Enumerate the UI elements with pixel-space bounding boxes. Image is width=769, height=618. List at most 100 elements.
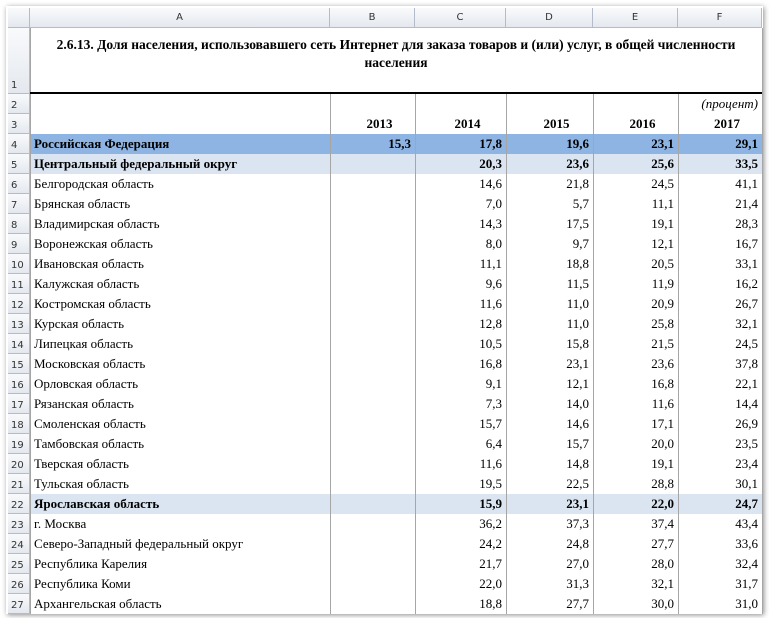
data-cell: 16,8: [651, 376, 674, 391]
data-cell: 23,5: [735, 436, 758, 451]
column-line: [593, 94, 594, 614]
row-header[interactable]: 13: [8, 314, 30, 334]
data-cell: 23,1: [566, 356, 589, 371]
row-header[interactable]: 1: [8, 28, 30, 94]
row-header[interactable]: 4: [8, 134, 30, 154]
row-header[interactable]: 8: [8, 214, 30, 234]
row-header[interactable]: 25: [8, 554, 30, 574]
data-cell: 14,4: [735, 396, 758, 411]
data-cell: 16,7: [735, 236, 758, 251]
data-cell: 22,1: [735, 376, 758, 391]
column-header[interactable]: A: [30, 8, 330, 28]
data-cell: 8,0: [485, 236, 502, 251]
row-header[interactable]: 21: [8, 474, 30, 494]
row-header[interactable]: 11: [8, 274, 30, 294]
data-cell: 22,5: [566, 476, 589, 491]
row-header[interactable]: 5: [8, 154, 30, 174]
data-cell: 14,0: [566, 396, 589, 411]
row-header[interactable]: 2: [8, 94, 30, 114]
row-header[interactable]: 18: [8, 414, 30, 434]
row-label: Российская Федерация: [34, 136, 170, 151]
row-header[interactable]: 15: [8, 354, 30, 374]
row-label: Калужская область: [34, 276, 140, 291]
row-highlight: [30, 134, 762, 154]
data-cell: 30,1: [735, 476, 758, 491]
data-cell: 24,8: [566, 536, 589, 551]
data-cell: 33,1: [735, 256, 758, 271]
row-header[interactable]: 24: [8, 534, 30, 554]
data-cell: 18,8: [479, 596, 502, 611]
unit-label: (процент): [701, 96, 758, 111]
data-cell: 36,2: [479, 516, 502, 531]
data-cell: 37,8: [735, 356, 758, 371]
row-header[interactable]: 26: [8, 574, 30, 594]
data-cell: 23,1: [566, 496, 589, 511]
row-highlight: [30, 154, 762, 174]
data-cell: 21,7: [479, 556, 502, 571]
row-header[interactable]: 3: [8, 114, 30, 134]
row-highlight: [30, 494, 762, 514]
row-header[interactable]: 7: [8, 194, 30, 214]
column-line: [330, 94, 331, 614]
column-header[interactable]: B: [330, 8, 415, 28]
data-cell: 15,9: [479, 496, 502, 511]
data-cell: 32,1: [651, 576, 674, 591]
data-cell: 14,8: [566, 456, 589, 471]
row-header[interactable]: 10: [8, 254, 30, 274]
year-header: 2013: [366, 116, 393, 131]
data-cell: 30,0: [651, 596, 674, 611]
data-cell: 23,6: [651, 356, 674, 371]
row-label: Костромская область: [34, 296, 151, 311]
data-cell: 24,5: [735, 336, 758, 351]
data-cell: 23,6: [566, 156, 589, 171]
row-label: Орловская область: [34, 376, 139, 391]
data-cell: 26,7: [735, 296, 758, 311]
data-cell: 25,8: [651, 316, 674, 331]
data-cell: 20,5: [651, 256, 674, 271]
data-cell: 27,0: [566, 556, 589, 571]
column-header[interactable]: C: [415, 8, 506, 28]
row-header[interactable]: 23: [8, 514, 30, 534]
data-cell: 20,0: [651, 436, 674, 451]
data-cell: 28,0: [651, 556, 674, 571]
data-cell: 32,1: [735, 316, 758, 331]
column-line: [506, 94, 507, 614]
data-cell: 11,5: [566, 276, 589, 291]
row-header[interactable]: 19: [8, 434, 30, 454]
data-cell: 19,1: [651, 456, 674, 471]
row-header[interactable]: 20: [8, 454, 30, 474]
data-cell: 17,8: [479, 136, 502, 151]
column-header[interactable]: F: [678, 8, 762, 28]
data-cell: 26,9: [735, 416, 758, 431]
row-label: Владимирская область: [34, 216, 160, 231]
data-cell: 23,1: [651, 136, 674, 151]
row-header[interactable]: 22: [8, 494, 30, 514]
column-header[interactable]: E: [593, 8, 678, 28]
data-cell: 22,0: [479, 576, 502, 591]
row-label: Белгородская область: [34, 176, 154, 191]
data-cell: 31,7: [735, 576, 758, 591]
row-header[interactable]: 6: [8, 174, 30, 194]
column-header[interactable]: D: [506, 8, 593, 28]
data-cell: 14,6: [479, 176, 502, 191]
row-header[interactable]: 27: [8, 594, 30, 614]
row-header[interactable]: 14: [8, 334, 30, 354]
row-label: Архангельская область: [34, 596, 162, 611]
row-header[interactable]: 12: [8, 294, 30, 314]
row-header[interactable]: 9: [8, 234, 30, 254]
data-cell: 16,8: [479, 356, 502, 371]
data-cell: 28,8: [651, 476, 674, 491]
data-cell: 27,7: [566, 596, 589, 611]
year-header: 2015: [543, 116, 570, 131]
spreadsheet: A B C D E F 1 2 3 4 5 6 7 8 9 10 11 12 13 14 15 16 17 18 19 20 21 2…: [6, 6, 763, 614]
data-cell: 17,5: [566, 216, 589, 231]
data-cell: 11,1: [479, 256, 502, 271]
data-cell: 10,5: [479, 336, 502, 351]
row-label: Курская область: [34, 316, 125, 331]
row-header[interactable]: 17: [8, 394, 30, 414]
data-cell: 14,6: [566, 416, 589, 431]
column-line: [30, 28, 31, 614]
row-header[interactable]: 16: [8, 374, 30, 394]
data-cell: 12,8: [479, 316, 502, 331]
